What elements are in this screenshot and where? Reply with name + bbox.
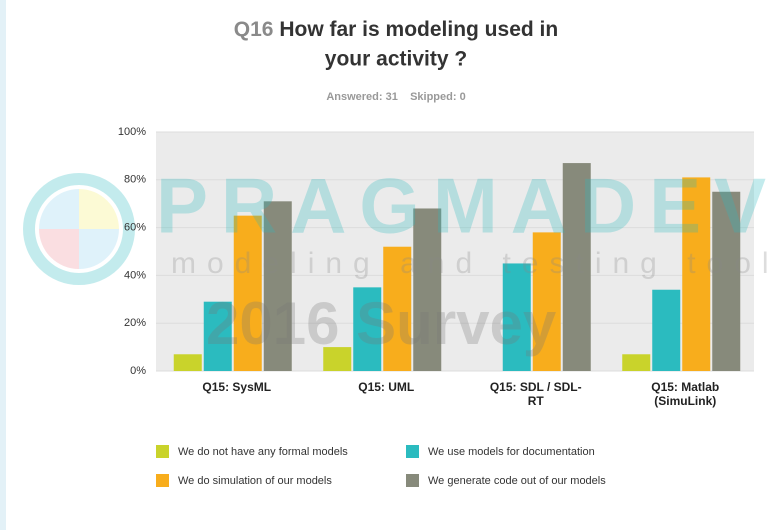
bar [413, 208, 442, 371]
legend-swatch [406, 474, 419, 487]
title-text: How far is modeling used in [279, 18, 558, 41]
bar [233, 215, 262, 371]
bar [652, 289, 681, 371]
bar [173, 354, 202, 371]
y-tick-label: 0% [130, 365, 146, 377]
legend-swatch [156, 445, 169, 458]
watermark: PRAGMADEV modeling and testing tools 201… [23, 162, 767, 357]
bar [712, 191, 741, 371]
watermark-tagline: modeling and testing tools [171, 247, 767, 280]
y-tick-label: 40% [124, 269, 146, 281]
watermark-brand: PRAGMADEV [156, 162, 766, 250]
y-tick-label: 100% [118, 126, 146, 138]
chart: Q16 How far is modeling used in your act… [23, 18, 767, 487]
x-tick-label: Q15: UML [358, 380, 415, 394]
legend-swatch [406, 445, 419, 458]
legend-label: We use models for documentation [428, 446, 595, 458]
subtitle: Answered: 31 Skipped: 0 [326, 91, 465, 103]
bar [203, 301, 232, 371]
legend-swatch [156, 474, 169, 487]
title-prefix: Q16 [234, 18, 274, 41]
watermark-survey: 2016 Survey [206, 290, 557, 357]
chart-title-line2: your activity ? [325, 48, 467, 71]
bar [622, 354, 651, 371]
legend-label: We do not have any formal models [178, 446, 348, 458]
y-tick-label: 60% [124, 222, 146, 234]
bar [502, 263, 531, 371]
bar [682, 177, 711, 371]
x-tick-label: Q15: SDL / SDL-RT [489, 380, 582, 408]
chart-title: Q16 How far is modeling used in [234, 18, 558, 41]
bar [532, 232, 561, 371]
logo-ring [23, 173, 135, 285]
bar [323, 347, 352, 371]
legend-label: We do simulation of our models [178, 475, 332, 487]
y-tick-label: 20% [124, 317, 146, 329]
logo-quad [39, 229, 79, 269]
logo-quad [79, 189, 119, 229]
x-tick-label: Q15: SysML [202, 380, 272, 394]
logo-quad [39, 189, 79, 229]
x-tick-label: Q15: Matlab (SimuLink) [651, 380, 720, 408]
logo-quad [79, 229, 119, 269]
bar [263, 201, 292, 371]
bar [353, 287, 382, 371]
legend-label: We generate code out of our models [428, 475, 606, 487]
bar [383, 246, 412, 371]
y-tick-label: 80% [124, 174, 146, 186]
bar [562, 163, 591, 371]
